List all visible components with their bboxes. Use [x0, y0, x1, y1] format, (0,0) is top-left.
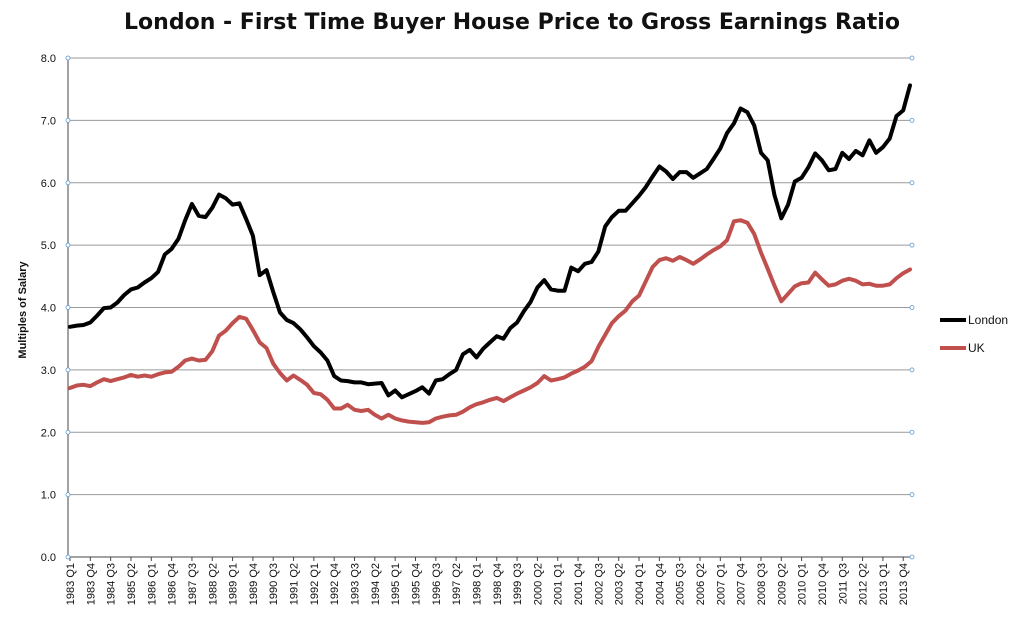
- y-tick-label: 5.0: [41, 240, 56, 252]
- x-tick-label: 1995 Q4: [410, 563, 422, 605]
- series-lines: [68, 83, 912, 425]
- x-tick-label: 1986 Q1: [146, 563, 158, 605]
- x-tick-label: 1989 Q1: [228, 563, 240, 605]
- right-axis-marker: [909, 492, 915, 498]
- x-tick-label: 2006 Q2: [695, 563, 707, 605]
- x-tick-label: 1983 Q1: [65, 563, 77, 605]
- y-tick-label: 7.0: [41, 115, 56, 127]
- chart-title: London - First Time Buyer House Price to…: [124, 10, 900, 35]
- x-tick-label: 2008 Q3: [756, 563, 768, 605]
- right-axis-marker: [909, 55, 915, 61]
- left-axis-marker: [65, 429, 71, 435]
- x-tick-label: 1988 Q2: [207, 563, 219, 605]
- y-tick-label: 6.0: [41, 178, 56, 190]
- right-axis-markers: [65, 55, 915, 560]
- x-tick-label: 1990 Q3: [268, 563, 280, 605]
- left-axis-marker: [65, 367, 71, 373]
- right-axis-marker: [909, 429, 915, 435]
- x-tick-label: 2002 Q3: [593, 563, 605, 605]
- x-tick-label: 1997 Q2: [451, 563, 463, 605]
- y-tick-label: 8.0: [41, 53, 56, 65]
- gridlines: [68, 57, 912, 496]
- left-axis-marker: [65, 305, 71, 310]
- x-tick-label: 2007 Q4: [736, 563, 748, 605]
- left-axis-marker: [65, 55, 71, 61]
- left-axis-marker: [65, 117, 71, 123]
- y-axis-label: Multiples of Salary: [17, 261, 29, 359]
- x-tick-label: 2001 Q4: [573, 563, 585, 605]
- series-line-uk: [68, 218, 912, 425]
- x-tick-label: 1991 Q2: [289, 563, 301, 605]
- x-tick-label: 2010 Q1: [797, 563, 809, 605]
- legend-label-london: London: [968, 313, 1008, 327]
- x-tick-label: 2013 Q1: [878, 563, 890, 605]
- x-tick-label: 1999 Q3: [512, 563, 524, 605]
- x-tick-label: 2007 Q1: [715, 563, 727, 605]
- x-tick-label: 2003 Q2: [614, 563, 626, 605]
- x-tick-label: 1989 Q4: [248, 563, 260, 605]
- x-tick-label: 1987 Q3: [187, 563, 199, 605]
- x-tick-label: 1998 Q1: [471, 563, 483, 605]
- right-axis-marker: [909, 242, 915, 248]
- x-tick-label: 2010 Q4: [817, 563, 829, 605]
- right-axis-marker: [909, 367, 915, 373]
- series-line-london: [68, 83, 912, 400]
- y-tick-label: 4.0: [41, 303, 56, 315]
- x-tick-label: 1994 Q2: [370, 563, 382, 605]
- right-axis-marker: [909, 117, 915, 123]
- x-tick-label: 2000 Q2: [532, 563, 544, 605]
- y-tick-label: 0.0: [41, 552, 56, 564]
- y-tick-labels: 0.0 1.0 2.0 3.0 4.0 5.0 6.0 7.0 8.0: [41, 53, 56, 564]
- x-tick-label: 1985 Q2: [126, 563, 138, 605]
- x-tick-labels: 1983 Q1 1983 Q4 1984 Q3 1985 Q2 1986 Q1 1986 …: [65, 563, 910, 605]
- x-tick-label: 1993 Q3: [350, 563, 362, 605]
- y-tick-label: 1.0: [41, 490, 56, 502]
- axes: [67, 58, 912, 561]
- legend: London UK: [940, 313, 1008, 355]
- x-tick-label: 1996 Q3: [431, 563, 443, 605]
- right-axis-marker: [909, 554, 915, 560]
- x-tick-label: 2005 Q3: [675, 563, 687, 605]
- left-axis-marker: [65, 554, 71, 560]
- x-tick-label: 1998 Q4: [492, 563, 504, 605]
- x-tick-label: 1992 Q1: [309, 563, 321, 605]
- x-tick-label: 1984 Q3: [106, 563, 118, 605]
- x-tick-label: 2009 Q2: [776, 563, 788, 605]
- right-axis-marker: [909, 180, 915, 186]
- x-tick-label: 1992 Q4: [329, 563, 341, 605]
- x-tick-label: 1995 Q1: [390, 563, 402, 605]
- x-tick-label: 1986 Q4: [167, 563, 179, 605]
- x-tick-label: 2004 Q4: [654, 563, 666, 605]
- x-tick-label: 2004 Q1: [634, 563, 646, 605]
- x-tick-label: 2001 Q1: [553, 563, 565, 605]
- x-tick-label: 2013 Q4: [898, 563, 910, 605]
- x-tick-label: 2011 Q3: [837, 563, 849, 604]
- left-axis-marker: [65, 180, 71, 186]
- left-axis-marker: [65, 492, 71, 498]
- x-tick-label: 2012 Q2: [858, 563, 870, 605]
- y-tick-label: 2.0: [41, 427, 56, 439]
- right-axis-marker: [909, 305, 915, 310]
- y-tick-label: 3.0: [41, 365, 56, 377]
- x-tick-label: 1983 Q4: [85, 563, 97, 605]
- legend-label-uk: UK: [968, 341, 985, 355]
- left-axis-marker: [65, 242, 71, 248]
